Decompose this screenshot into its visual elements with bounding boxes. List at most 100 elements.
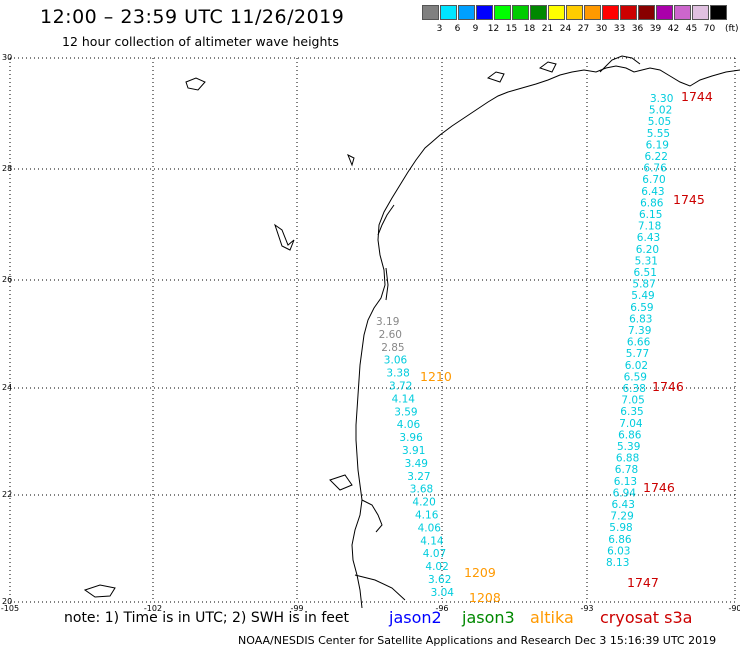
wave-height-value: 3.30: [650, 93, 673, 105]
wave-height-value: 5.39: [617, 441, 640, 453]
legend-label: 30: [595, 24, 608, 34]
wave-height-value: 3.49: [405, 458, 428, 470]
wave-height-value: 6.38: [623, 383, 646, 395]
coastline: [83, 55, 740, 609]
wave-height-value: 7.39: [628, 325, 651, 337]
pass-time-label: 1744: [681, 89, 713, 104]
wave-height-value: 5.87: [632, 279, 655, 291]
wave-height-value: 7.05: [621, 395, 644, 407]
satellite-name: altika: [530, 608, 574, 627]
legend-label: 18: [523, 24, 536, 34]
wave-height-value: 4.06: [397, 419, 421, 431]
legend-label: 42: [667, 24, 680, 34]
legend-swatch: [602, 5, 619, 20]
pass-time-label: 1209: [464, 565, 496, 580]
legend-swatch: [584, 5, 601, 20]
legend-swatch: [620, 5, 637, 20]
axis-labels: -105 -102 -99 -96 -93 -90 30 28 26 24 22 20: [1, 53, 740, 613]
legend-swatch: [422, 5, 439, 20]
wave-height-value: 6.03: [607, 545, 630, 557]
wave-height-value: 6.19: [646, 139, 669, 151]
legend-label: 36: [631, 24, 644, 34]
wave-height-value: 6.15: [639, 209, 662, 221]
map-subtitle: 12 hour collection of altimeter wave hei…: [62, 34, 339, 49]
wave-height-value: 7.29: [610, 511, 633, 523]
pass-time-label: 1210: [420, 369, 452, 384]
pass-time-label: 1746: [652, 379, 684, 394]
satellite-name: jason2: [389, 608, 442, 627]
legend-label: 6: [454, 24, 461, 34]
wave-height-value: 6.51: [634, 267, 657, 279]
wave-height-value: 6.13: [614, 476, 637, 488]
wave-height-value: 6.94: [613, 487, 637, 499]
wave-height-value: 3.72: [389, 381, 412, 393]
wave-height-value: 6.59: [624, 371, 647, 383]
legend-label: 15: [505, 24, 518, 34]
legend-swatch: [566, 5, 583, 20]
legend-swatch: [674, 5, 691, 20]
legend-swatch: [656, 5, 673, 20]
wave-height-value: 6.43: [641, 186, 664, 198]
legend-swatch: [692, 5, 709, 20]
latitude-label: 22: [2, 490, 12, 499]
pass-time-label: 1745: [673, 192, 705, 207]
wave-height-value: 6.59: [630, 302, 653, 314]
longitude-label: -102: [144, 604, 162, 613]
wave-height-value: 3.68: [410, 484, 433, 496]
wave-height-value: 2.85: [381, 342, 404, 354]
wave-height-value: 6.88: [616, 453, 639, 465]
wave-height-value: 4.07: [423, 548, 446, 560]
wave-height-value: 5.55: [647, 128, 670, 140]
longitude-label: -99: [290, 604, 303, 613]
latitude-label: 20: [2, 597, 12, 606]
legend-swatch: [548, 5, 565, 20]
wave-height-value: 7.18: [638, 221, 661, 233]
latitude-label: 26: [2, 275, 12, 284]
wave-height-value: 6.70: [642, 174, 665, 186]
legend-label: 24: [559, 24, 572, 34]
latitude-label: 28: [2, 164, 12, 173]
wave-height-value: 5.05: [648, 116, 671, 128]
longitude-label: -93: [580, 604, 593, 613]
legend-swatch: [494, 5, 511, 20]
legend-swatch: [710, 5, 727, 20]
wave-height-value: 6.76: [643, 163, 667, 175]
legend-label: 39: [649, 24, 662, 34]
pass-time-label: 1747: [627, 575, 659, 590]
wave-height-value: 6.86: [640, 197, 664, 209]
wave-height-value: 5.77: [626, 348, 649, 360]
pass-time-label: 1208: [469, 590, 501, 605]
wave-height-value: 6.20: [636, 244, 659, 256]
wave-height-value: 5.49: [631, 290, 654, 302]
footer-note: note: 1) Time is in UTC; 2) SWH is in fe…: [64, 610, 350, 626]
wave-height-value: 3.59: [394, 406, 417, 418]
legend-swatch: [638, 5, 655, 20]
wave-height-value: 4.14: [420, 535, 444, 547]
legend-swatch: [440, 5, 457, 20]
satellite-name: cryosat s3a: [600, 608, 693, 627]
longitude-label: -96: [435, 604, 448, 613]
wave-height-value: 3.19: [376, 316, 399, 328]
wave-height-value: 3.38: [386, 368, 409, 380]
wave-height-value: 6.66: [627, 337, 651, 349]
legend-label: 3: [436, 24, 443, 34]
wave-height-value: 3.04: [431, 587, 455, 599]
wave-height-value: 6.86: [608, 534, 632, 546]
wave-height-value: 5.31: [635, 255, 658, 267]
wave-height-value: 4.02: [425, 561, 448, 573]
lat-lon-grid: [9, 57, 736, 603]
latitude-label: 30: [2, 53, 12, 62]
wave-height-value: 6.43: [612, 499, 635, 511]
credit-line: NOAA/NESDIS Center for Satellite Applica…: [238, 634, 717, 647]
pass-time-label: 1746: [643, 480, 675, 495]
wave-height-value: 5.98: [609, 522, 632, 534]
wave-height-value: 3.96: [399, 432, 423, 444]
wave-height-value: 4.20: [412, 497, 435, 509]
wave-height-value: 7.04: [619, 418, 643, 430]
wave-height-value: 6.02: [625, 360, 648, 372]
wave-height-tracks: 3.305.025.055.556.196.226.766.706.436.86…: [376, 89, 713, 605]
legend-swatch: [476, 5, 493, 20]
wave-height-value: 4.14: [392, 393, 416, 405]
wave-height-value: 6.86: [618, 429, 642, 441]
